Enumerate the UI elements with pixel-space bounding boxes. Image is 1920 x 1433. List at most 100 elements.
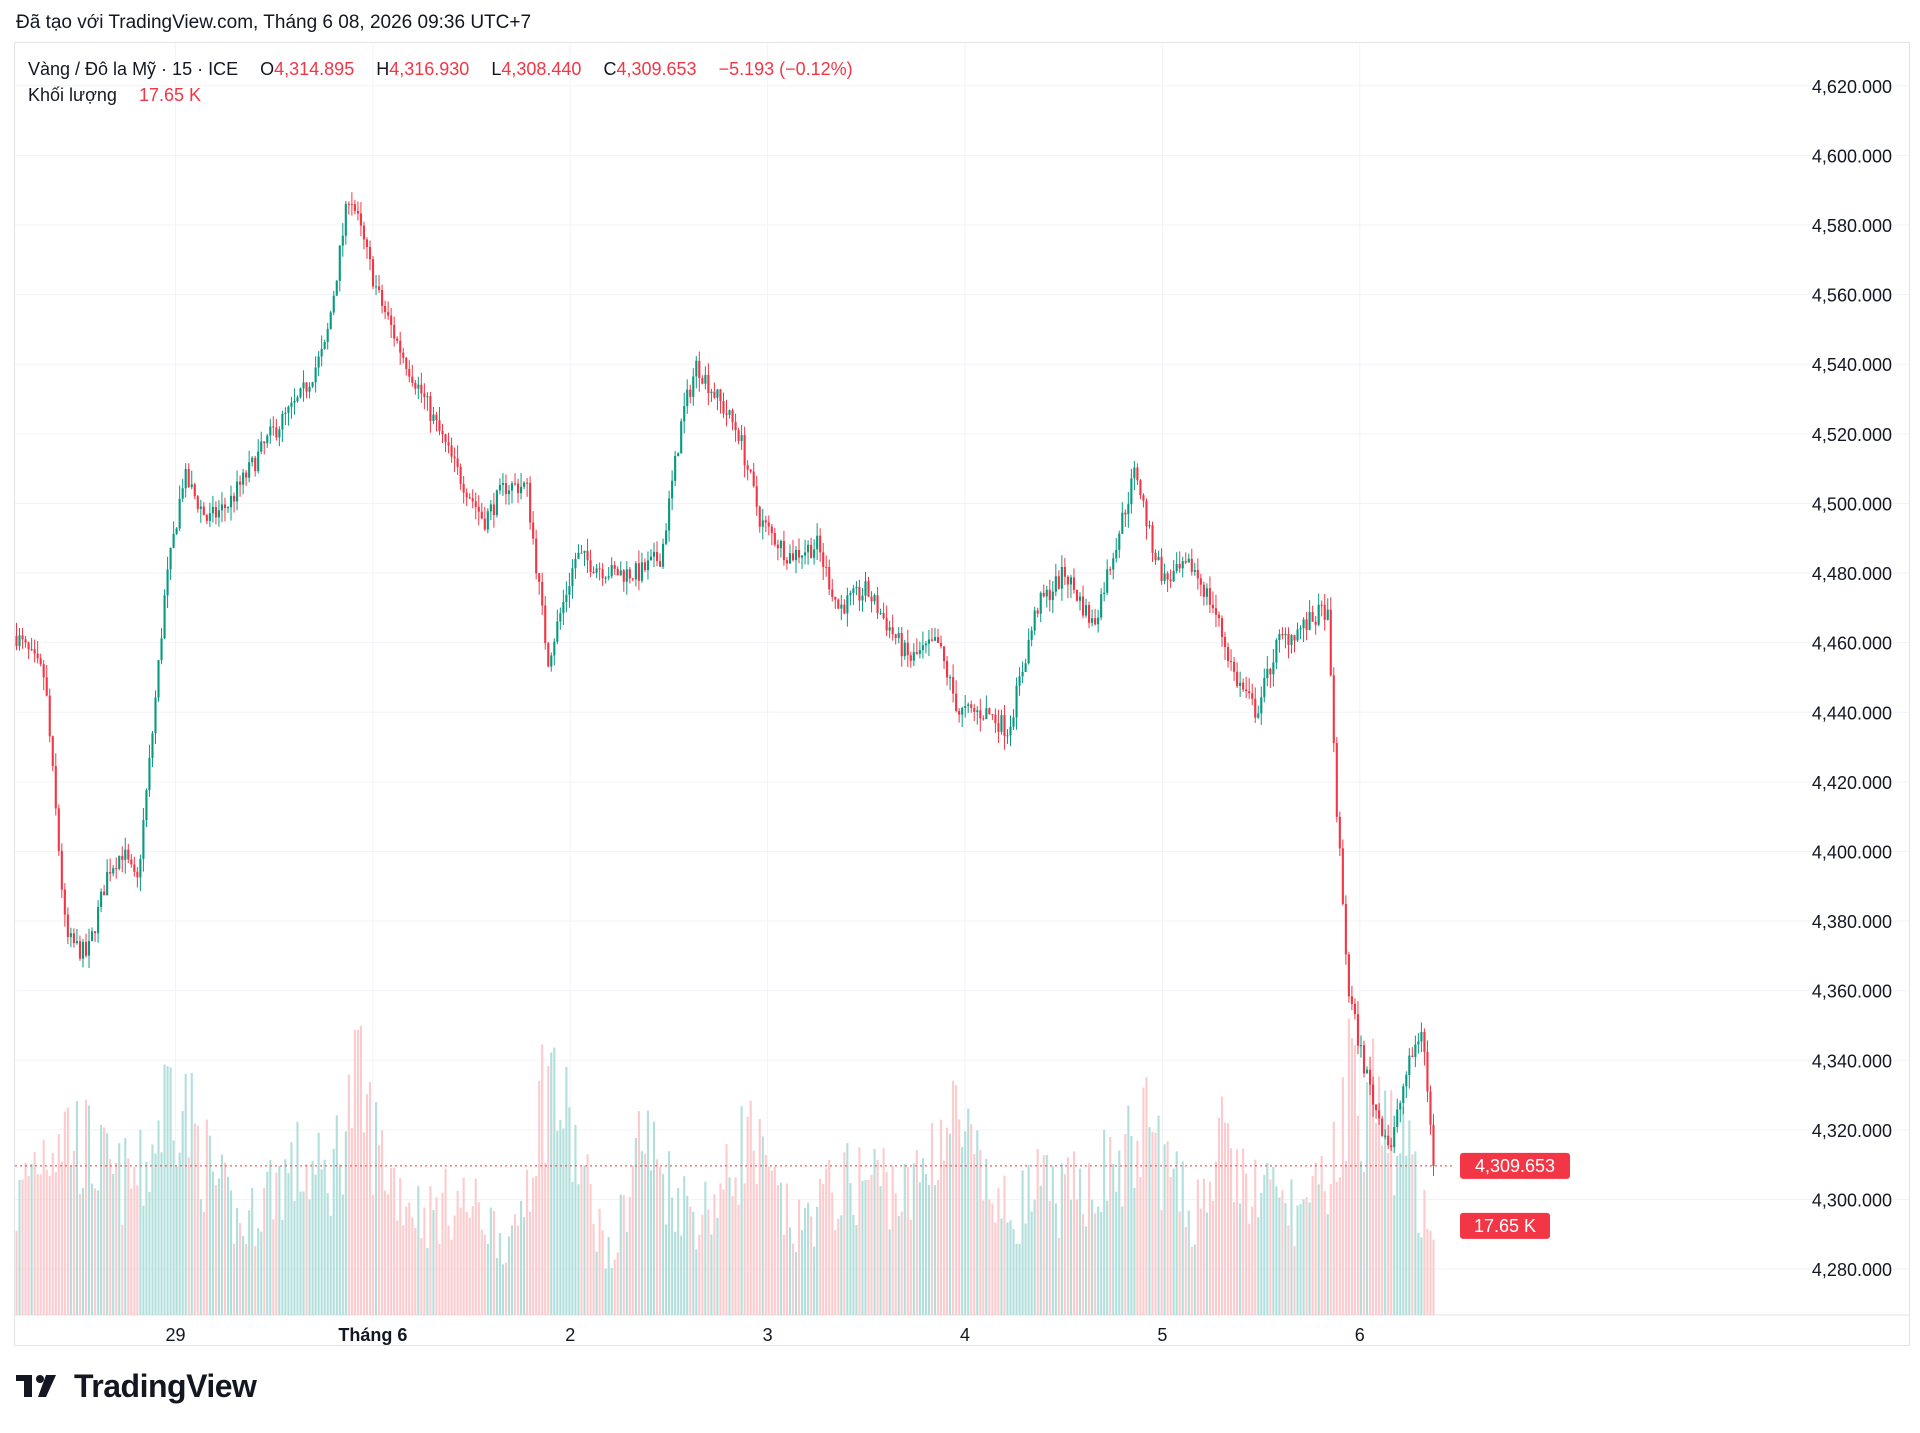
candle-body bbox=[260, 441, 263, 452]
candle-body bbox=[767, 522, 770, 527]
volume-bar bbox=[314, 1174, 317, 1315]
volume-bar bbox=[1432, 1239, 1435, 1315]
volume-bar bbox=[284, 1159, 287, 1315]
volume-bar bbox=[1072, 1151, 1076, 1315]
volume-bar bbox=[459, 1207, 462, 1315]
candle-body bbox=[592, 571, 595, 573]
volume-bar bbox=[816, 1206, 819, 1315]
volume-bar bbox=[583, 1165, 586, 1315]
volume-bar bbox=[417, 1186, 420, 1315]
candle-body bbox=[921, 645, 924, 651]
volume-bar bbox=[1353, 1045, 1356, 1315]
volume-bar bbox=[604, 1268, 607, 1315]
candle-body bbox=[873, 595, 876, 602]
candle-body bbox=[181, 488, 184, 499]
candle-body bbox=[625, 569, 628, 582]
candle-body bbox=[486, 511, 489, 530]
volume-bar bbox=[1233, 1202, 1236, 1315]
volume-bar bbox=[78, 1193, 82, 1315]
y-tick-label: 4,600.000 bbox=[1812, 146, 1892, 166]
chart-frame[interactable]: 4,620.000 4,600.000 4,580.000 4,560.000 4,54… bbox=[14, 42, 1910, 1346]
candle-body bbox=[1387, 1135, 1390, 1146]
volume-bar bbox=[489, 1207, 492, 1315]
volume-bar bbox=[1024, 1223, 1027, 1315]
candle-body bbox=[148, 757, 151, 791]
candle-body bbox=[501, 483, 504, 485]
candle-body bbox=[939, 642, 943, 647]
tradingview-logo[interactable]: TradingView bbox=[16, 1368, 257, 1405]
volume-bar bbox=[773, 1166, 776, 1315]
volume-bar bbox=[311, 1161, 314, 1315]
candle-body bbox=[1326, 609, 1329, 620]
candle-body bbox=[547, 643, 550, 667]
volume-bar bbox=[770, 1170, 773, 1315]
price-chart[interactable]: 4,620.000 4,600.000 4,580.000 4,560.000 4,54… bbox=[15, 43, 1909, 1345]
volume-bar bbox=[408, 1202, 411, 1315]
volume-bar bbox=[290, 1142, 293, 1315]
candle-body bbox=[967, 704, 970, 707]
volume-bar bbox=[103, 1127, 106, 1315]
candle-body bbox=[1006, 735, 1009, 737]
volume-bar bbox=[441, 1192, 444, 1315]
candle-body bbox=[583, 550, 586, 553]
volume-bar bbox=[586, 1154, 589, 1315]
candle-body bbox=[553, 641, 556, 656]
candle-body bbox=[154, 697, 157, 734]
volume-bar bbox=[1344, 1161, 1347, 1315]
candle-body bbox=[791, 553, 795, 561]
volume-bar bbox=[1239, 1203, 1242, 1315]
volume-bar bbox=[1069, 1199, 1072, 1315]
volume-bar bbox=[782, 1234, 785, 1315]
candle-body bbox=[1024, 663, 1027, 672]
volume-bar bbox=[1359, 1161, 1363, 1315]
volume-bar bbox=[779, 1182, 782, 1315]
candle-body bbox=[115, 868, 118, 870]
volume-bar bbox=[1284, 1202, 1287, 1315]
volume-bar bbox=[1375, 1122, 1378, 1315]
candle-body bbox=[229, 495, 233, 508]
symbol-label[interactable]: Vàng / Đô la Mỹ · 15 · ICE bbox=[28, 59, 239, 79]
candle-body bbox=[202, 506, 205, 516]
candle-body bbox=[949, 677, 952, 679]
candle-body bbox=[417, 384, 420, 389]
candle-body bbox=[1112, 558, 1115, 570]
candle-body bbox=[124, 849, 127, 860]
candle-body bbox=[637, 563, 640, 581]
candle-body bbox=[622, 570, 625, 582]
volume-bar bbox=[169, 1067, 172, 1315]
volume-bar bbox=[683, 1176, 686, 1315]
volume-bar bbox=[477, 1202, 480, 1315]
volume-bar bbox=[513, 1214, 517, 1315]
candle-body bbox=[719, 389, 722, 402]
change-value: −5.193 (−0.12%) bbox=[718, 59, 853, 79]
candle-body bbox=[1178, 563, 1181, 569]
volume-bar bbox=[1420, 1237, 1423, 1315]
candle-body bbox=[353, 204, 356, 211]
candle-body bbox=[658, 561, 662, 567]
volume-label[interactable]: Khối lượng bbox=[28, 85, 117, 105]
volume-bar bbox=[674, 1231, 677, 1315]
volume-bar bbox=[544, 1162, 547, 1315]
volume-bar bbox=[1166, 1141, 1169, 1315]
volume-bar bbox=[1338, 1177, 1341, 1315]
candle-body bbox=[1359, 1045, 1363, 1047]
volume-bar bbox=[852, 1214, 855, 1315]
candle-body bbox=[87, 941, 91, 956]
candle-body bbox=[692, 376, 695, 397]
candle-body bbox=[151, 733, 154, 758]
candle-body bbox=[1384, 1135, 1387, 1137]
candle-body bbox=[1305, 619, 1308, 630]
candle-body bbox=[217, 510, 220, 518]
volume-bar bbox=[1426, 1229, 1429, 1315]
volume-bar bbox=[882, 1148, 885, 1315]
candle-body bbox=[936, 637, 940, 643]
volume-bar bbox=[982, 1200, 985, 1315]
candle-body bbox=[368, 247, 372, 260]
candle-body bbox=[1236, 671, 1239, 686]
volume-bar bbox=[834, 1230, 837, 1315]
volume-bar bbox=[1223, 1122, 1227, 1315]
candle-body bbox=[239, 481, 242, 485]
volume-bar bbox=[296, 1121, 299, 1315]
candle-body bbox=[1263, 678, 1266, 698]
volume-bar bbox=[1208, 1181, 1211, 1315]
